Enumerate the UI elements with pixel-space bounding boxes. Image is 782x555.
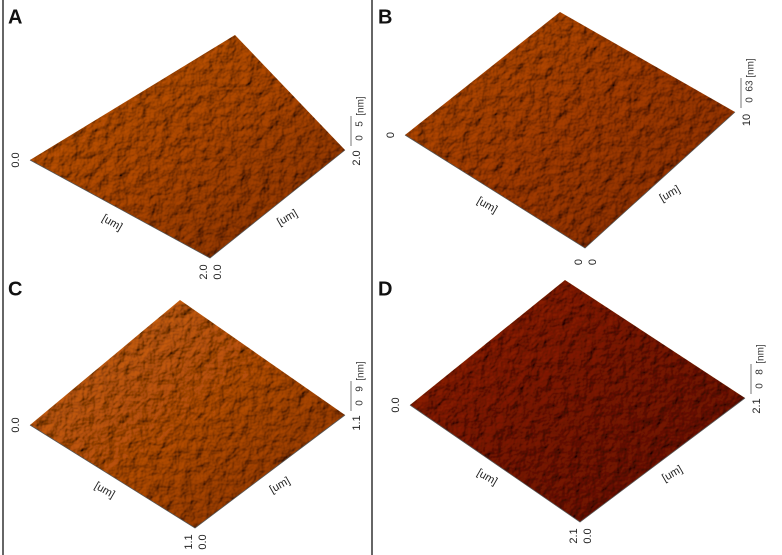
axis-label: 10 bbox=[741, 114, 753, 126]
axis-label: 1.1 bbox=[183, 534, 195, 549]
afm-surface bbox=[30, 35, 345, 258]
afm-surface bbox=[405, 12, 735, 248]
z-tick: 0 bbox=[745, 97, 756, 103]
axis-label: 2.0 bbox=[351, 150, 363, 165]
axis-label: 0.0 bbox=[197, 534, 209, 549]
axis-label: 2.1 bbox=[751, 398, 763, 413]
z-tick: 9 bbox=[355, 386, 366, 392]
unit-label: [um] bbox=[92, 480, 117, 501]
z-tick: 0 bbox=[355, 400, 366, 406]
unit-label: [um] bbox=[275, 207, 300, 228]
panel-letter: B bbox=[378, 6, 392, 28]
axis-label: 1.1 bbox=[351, 415, 363, 430]
axis-label: 0 bbox=[587, 259, 599, 265]
axis-line bbox=[409, 397, 746, 523]
unit-label: [um] bbox=[660, 463, 685, 484]
unit-label: [um] bbox=[475, 195, 500, 216]
axis-label: 0.0 bbox=[10, 417, 22, 432]
unit-label: [um] bbox=[475, 467, 500, 488]
z-tick: 63 bbox=[745, 80, 756, 92]
unit-label: [um] bbox=[658, 183, 683, 204]
panel-letter: C bbox=[8, 278, 22, 300]
z-unit: [nm] bbox=[356, 96, 367, 116]
axis-label: 0 bbox=[573, 259, 585, 265]
z-tick: 5 bbox=[355, 121, 366, 127]
axis-label: 0.0 bbox=[390, 397, 402, 412]
unit-label: [um] bbox=[100, 212, 125, 233]
afm-surface bbox=[410, 280, 745, 522]
axis-label: 0.0 bbox=[582, 528, 594, 543]
z-tick: 0 bbox=[755, 383, 766, 389]
axis-line bbox=[29, 414, 346, 529]
axis-label: 0.0 bbox=[10, 152, 22, 167]
z-unit: [nm] bbox=[756, 344, 767, 364]
afm-surface bbox=[30, 300, 345, 528]
axis-label: 0 bbox=[385, 132, 397, 138]
z-tick: 0 bbox=[355, 135, 366, 141]
z-unit: [nm] bbox=[746, 58, 757, 78]
axis-line bbox=[404, 111, 736, 249]
axis-label: 2.1 bbox=[568, 528, 580, 543]
axis-label: 0.0 bbox=[212, 264, 224, 279]
panel-letter: D bbox=[378, 278, 392, 300]
z-unit: [nm] bbox=[356, 361, 367, 381]
unit-label: [um] bbox=[268, 475, 293, 496]
z-tick: 8 bbox=[755, 369, 766, 375]
axis-line bbox=[29, 149, 346, 259]
axis-label: 2.0 bbox=[198, 264, 210, 279]
panel-letter: A bbox=[8, 6, 22, 28]
